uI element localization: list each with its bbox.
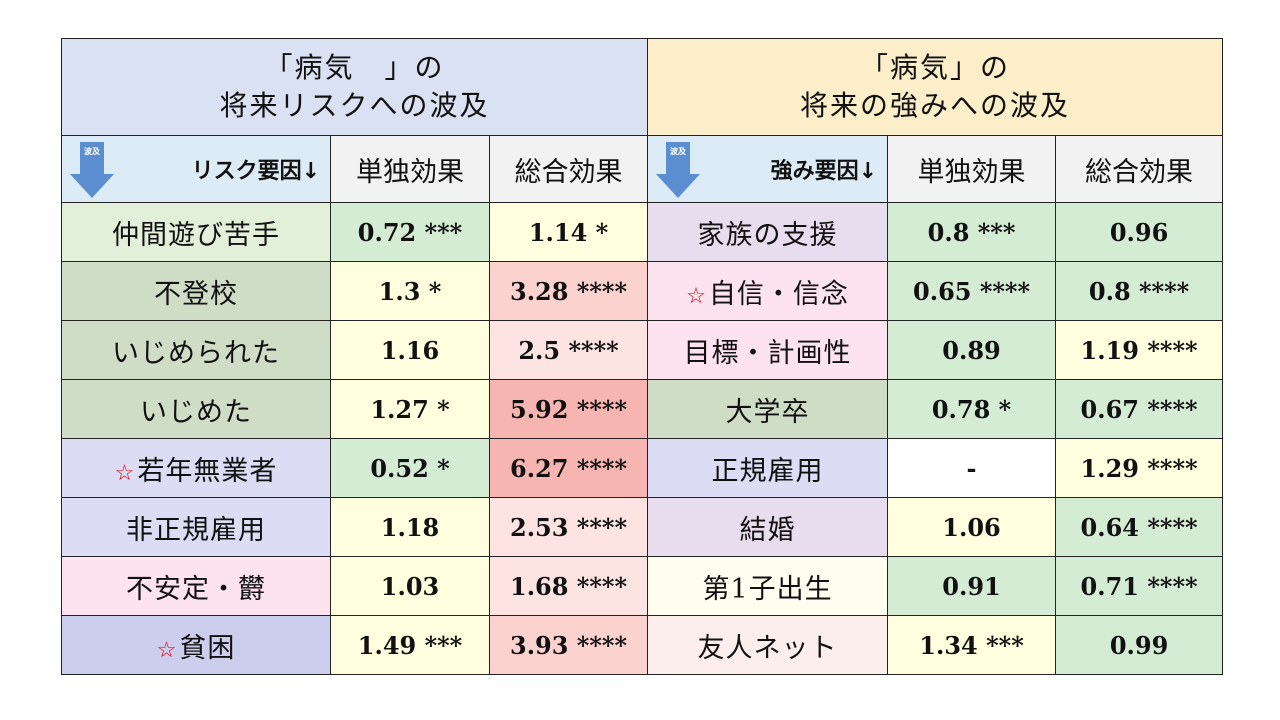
risk-header-line2: 将来リスクへの波及 <box>219 89 490 122</box>
risk-factor-label: リスク要因↓ <box>191 159 320 184</box>
strength-factor-label: 大学卒 <box>725 396 810 428</box>
strength-factor-name: 正規雇用 <box>647 438 889 498</box>
strength-factor-label: 結婚 <box>739 514 796 546</box>
risk-factor-label: いじめた <box>140 396 252 428</box>
strength-total-effect: 0.71 **** <box>1055 556 1224 616</box>
risk-factor-label: 若年無業者 <box>137 455 278 487</box>
risk-single-effect-header: 単独効果 <box>330 135 490 203</box>
arrow-label: 波及 <box>84 146 101 156</box>
risk-total-effect: 5.92 **** <box>488 379 649 439</box>
strength-total-effect-header: 総合効果 <box>1055 135 1224 203</box>
star-icon: ☆ <box>156 637 178 663</box>
down-arrow-icon: 波及 <box>656 142 701 198</box>
table-row: ☆貧困 1.49 *** 3.93 **** 友人ネット 1.34 *** 0.99 <box>61 615 1224 675</box>
strength-single-effect: 0.91 <box>887 556 1057 616</box>
risk-total-effect-header: 総合効果 <box>488 135 649 203</box>
down-arrow-icon: 波及 <box>70 142 114 198</box>
strength-factor-label: 友人ネット <box>697 632 838 664</box>
risk-total-effect: 3.28 **** <box>488 261 649 321</box>
table-row: 非正規雇用 1.18 2.53 **** 結婚 1.06 0.64 **** <box>61 497 1224 557</box>
risk-factor-name: いじめた <box>61 379 331 439</box>
table-row: いじめられた 1.16 2.5 **** 目標・計画性 0.89 1.19 **** <box>61 320 1224 380</box>
risk-factor-name: ☆若年無業者 <box>61 438 331 498</box>
strength-factor-label: 目標・計画性 <box>683 337 852 369</box>
risk-factor-label: 貧困 <box>179 632 236 664</box>
table-row: いじめた 1.27 * 5.92 **** 大学卒 0.78 * 0.67 **** <box>61 379 1224 439</box>
strength-single-effect-header: 単独効果 <box>887 135 1057 203</box>
risk-factor-label-cell: 波及 リスク要因↓ <box>61 135 331 203</box>
strength-factor-name: 結婚 <box>647 497 889 557</box>
risk-factor-name: 非正規雇用 <box>61 497 331 557</box>
strength-factor-label: 正規雇用 <box>711 455 824 487</box>
risk-total-effect: 1.14 * <box>488 202 649 262</box>
strength-total-effect: 0.99 <box>1055 615 1224 675</box>
strength-header: 「病気」の 将来の強みへの波及 <box>647 38 1224 136</box>
risk-factor-name: いじめられた <box>61 320 331 380</box>
strength-factor-name: ☆自信・信念 <box>647 261 889 321</box>
strength-total-effect: 0.64 **** <box>1055 497 1224 557</box>
strength-factor-name: 目標・計画性 <box>647 320 889 380</box>
risk-factor-label: 非正規雇用 <box>126 514 266 546</box>
risk-header: 「病気 」の 将来リスクへの波及 <box>60 38 649 136</box>
risk-single-effect: 0.52 * <box>330 438 490 498</box>
strength-total-effect: 0.67 **** <box>1055 379 1224 439</box>
strength-single-effect: - <box>887 438 1057 498</box>
strength-factor-label: 強み要因↓ <box>770 159 878 184</box>
strength-total-effect: 1.19 **** <box>1055 320 1224 380</box>
table-row: ☆若年無業者 0.52 * 6.27 **** 正規雇用 -1.29 **** <box>61 438 1224 498</box>
strength-factor-label-cell: 波及 強み要因↓ <box>647 135 889 203</box>
risk-factor-name: 不安定・欝 <box>61 556 331 616</box>
risk-single-effect: 1.3 * <box>330 261 490 321</box>
risk-factor-name: ☆貧困 <box>61 615 331 675</box>
strength-factor-name: 家族の支援 <box>647 202 889 262</box>
strength-single-effect: 0.89 <box>887 320 1057 380</box>
risk-factor-name: 不登校 <box>61 261 331 321</box>
strength-single-effect: 1.34 *** <box>887 615 1057 675</box>
risk-header-line1: 「病気 」の <box>264 51 445 84</box>
table-body: 仲間遊び苦手 0.72 *** 1.14 * 家族の支援 0.8 *** 0.96 不登校 1… <box>61 202 1224 675</box>
strength-factor-name: 友人ネット <box>647 615 889 675</box>
risk-factor-label: いじめられた <box>112 337 280 369</box>
risk-single-effect: 1.16 <box>330 320 490 380</box>
strength-header-line1: 「病気」の <box>860 51 1011 84</box>
strength-single-effect: 0.8 *** <box>887 202 1057 262</box>
strength-total-effect: 0.8 **** <box>1055 261 1224 321</box>
star-icon: ☆ <box>686 283 707 309</box>
risk-single-effect: 1.18 <box>330 497 490 557</box>
strength-factor-label: 家族の支援 <box>697 219 838 251</box>
risk-factor-label: 仲間遊び苦手 <box>112 219 280 251</box>
risk-factor-name: 仲間遊び苦手 <box>61 202 331 262</box>
strength-factor-label: 第1子出生 <box>702 573 833 605</box>
risk-single-effect: 1.49 *** <box>330 615 490 675</box>
risk-total-effect: 1.68 **** <box>488 556 649 616</box>
risk-single-effect: 1.03 <box>330 556 490 616</box>
table-row: 不登校 1.3 * 3.28 **** ☆自信・信念 0.65 **** 0.8 **** <box>61 261 1224 321</box>
strength-total-effect: 1.29 **** <box>1055 438 1224 498</box>
table-row: 仲間遊び苦手 0.72 *** 1.14 * 家族の支援 0.8 *** 0.96 <box>61 202 1224 262</box>
effects-table: 「病気 」の 将来リスクへの波及 「病気」の 将来の強みへの波及 波及 リスク要… <box>60 38 1224 675</box>
strength-factor-name: 第1子出生 <box>647 556 889 616</box>
arrow-label: 波及 <box>670 146 687 156</box>
strength-factor-name: 大学卒 <box>647 379 889 439</box>
strength-factor-label: 自信・信念 <box>708 278 849 310</box>
strength-single-effect: 1.06 <box>887 497 1057 557</box>
strength-header-line2: 将来の強みへの波及 <box>800 89 1071 122</box>
risk-single-effect: 0.72 *** <box>330 202 490 262</box>
risk-total-effect: 3.93 **** <box>488 615 649 675</box>
strength-total-effect: 0.96 <box>1055 202 1224 262</box>
strength-single-effect: 0.78 * <box>887 379 1057 439</box>
risk-total-effect: 6.27 **** <box>488 438 649 498</box>
risk-total-effect: 2.53 **** <box>488 497 649 557</box>
risk-total-effect: 2.5 **** <box>488 320 649 380</box>
table-row: 不安定・欝 1.03 1.68 **** 第1子出生 0.91 0.71 **** <box>61 556 1224 616</box>
risk-factor-label: 不登校 <box>154 278 238 310</box>
risk-factor-label: 不安定・欝 <box>126 573 266 605</box>
strength-single-effect: 0.65 **** <box>887 261 1057 321</box>
star-icon: ☆ <box>114 460 136 486</box>
risk-single-effect: 1.27 * <box>330 379 490 439</box>
